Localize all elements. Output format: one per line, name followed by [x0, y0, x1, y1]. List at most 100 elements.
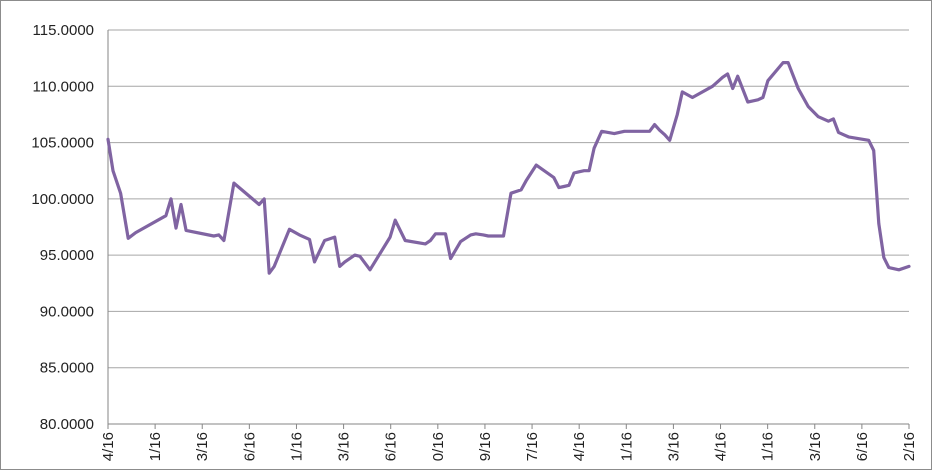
data-point [567, 184, 571, 187]
x-tick-label: 3/16 [194, 432, 211, 461]
data-point [323, 239, 326, 242]
y-tick-label: 95.0000 [40, 247, 94, 264]
x-tick-label: 4/16 [713, 432, 730, 461]
data-point [509, 192, 513, 195]
data-point [572, 171, 576, 175]
data-point [394, 219, 397, 222]
data-point [482, 233, 485, 237]
x-tick-label: 4/16 [571, 432, 588, 461]
x-tick-label: 3/16 [336, 432, 353, 461]
data-point [469, 233, 472, 237]
data-point [653, 123, 656, 126]
data-point [179, 203, 183, 206]
data-point [313, 260, 316, 264]
data-point [268, 272, 271, 275]
data-point [434, 232, 437, 235]
y-tick-label: 100.0000 [31, 191, 94, 208]
data-point [444, 232, 447, 235]
x-tick-label: 1/16 [288, 432, 305, 461]
data-point [353, 253, 356, 257]
data-point [587, 169, 591, 172]
data-point [358, 255, 362, 258]
data-point [832, 117, 835, 121]
data-point [681, 90, 684, 94]
y-tick-label: 90.0000 [40, 303, 94, 320]
data-point [263, 197, 266, 201]
data-point [663, 133, 666, 136]
data-point [111, 169, 115, 172]
y-tick-label: 115.0000 [33, 22, 94, 39]
data-point [837, 131, 840, 134]
data-point [797, 87, 800, 90]
data-point [716, 80, 719, 84]
data-point [298, 233, 301, 237]
data-point [552, 176, 555, 179]
data-point [897, 268, 901, 271]
data-point [623, 130, 626, 133]
data-point [668, 139, 671, 142]
y-tick-label: 110.0000 [33, 78, 94, 95]
data-point [751, 99, 754, 103]
data-point [592, 147, 596, 150]
data-point [761, 96, 765, 99]
x-tick-label: 4/16 [100, 432, 117, 461]
data-point [817, 115, 820, 118]
data-point [577, 170, 581, 173]
y-tick-label: 105.0000 [31, 135, 94, 152]
data-point [766, 79, 770, 82]
data-point [628, 130, 631, 133]
data-point [502, 234, 505, 238]
data-point [907, 265, 911, 268]
series-line [106, 60, 911, 275]
x-tick-label: 1/16 [760, 432, 777, 461]
data-point [676, 113, 679, 116]
data-point [842, 133, 845, 136]
y-axis-tick-labels: 80.0000 85.0000 90.0000 95.0000 100.0000 105.… [31, 22, 94, 433]
data-point [127, 237, 130, 240]
data-point [232, 181, 236, 185]
series-layer [106, 60, 911, 275]
data-point [711, 85, 714, 88]
data-point [827, 120, 830, 123]
data-point [169, 197, 173, 201]
data-point [648, 130, 651, 133]
data-point [887, 266, 890, 269]
data-point [524, 179, 528, 182]
data-point [212, 234, 215, 238]
data-point [746, 100, 749, 104]
data-point [562, 185, 566, 188]
data-point [388, 235, 392, 239]
data-point [613, 132, 616, 135]
gridlines [108, 29, 909, 369]
x-axis-tick-labels: 4/16 1/16 3/16 6/16 1/16 3/16 6/16 0/16 9/16 7/16… [100, 432, 918, 461]
x-tick-label: 2/16 [901, 432, 918, 461]
data-point [134, 231, 137, 234]
data-point [582, 169, 586, 172]
data-point [756, 98, 760, 102]
x-tick-label: 9/16 [477, 432, 494, 461]
data-point [429, 239, 432, 242]
data-point [731, 87, 734, 90]
x-tick-label: 6/16 [854, 432, 871, 461]
data-point [119, 192, 122, 195]
data-point [288, 228, 291, 231]
x-tick-label: 3/16 [665, 432, 682, 461]
data-point [343, 260, 346, 264]
data-point [807, 105, 810, 108]
data-point [882, 256, 885, 259]
x-tick-label: 0/16 [430, 432, 447, 461]
data-point [519, 188, 523, 192]
data-point [333, 235, 336, 239]
data-point [222, 239, 226, 242]
data-point [257, 203, 261, 206]
data-point [877, 222, 880, 225]
data-point [164, 214, 168, 217]
x-tick-label: 6/16 [241, 432, 258, 461]
data-point [273, 265, 276, 268]
data-point [308, 238, 311, 241]
data-point [487, 234, 490, 238]
x-tick-label: 1/16 [618, 432, 635, 461]
data-point [892, 267, 896, 270]
